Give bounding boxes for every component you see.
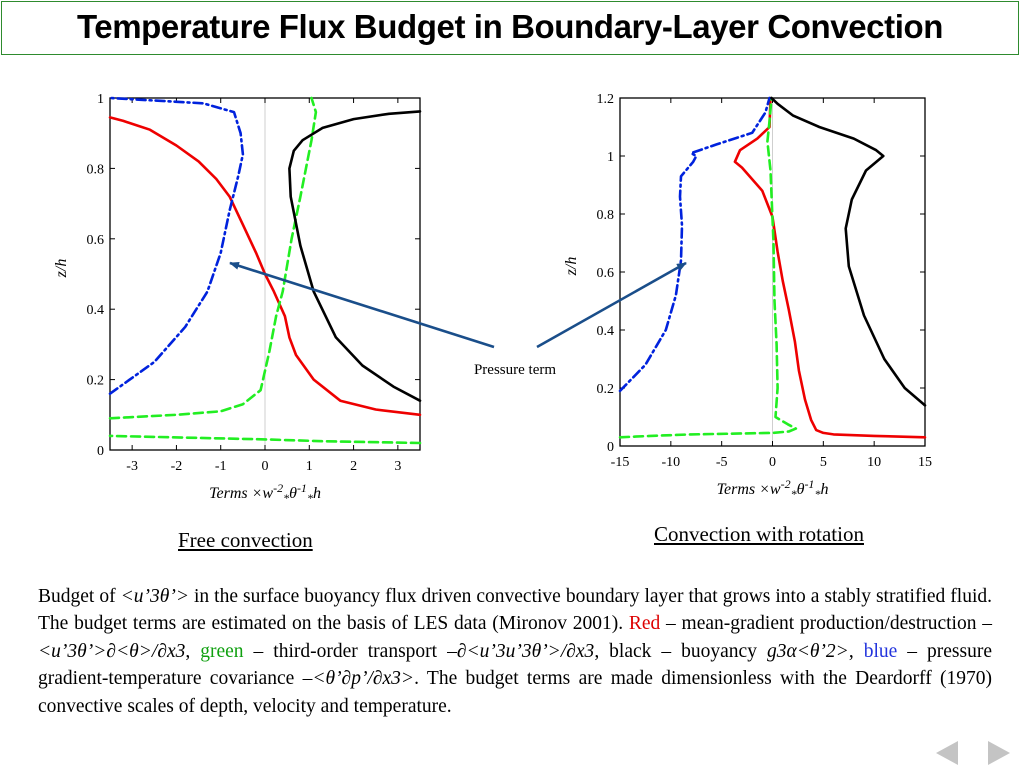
text-black-desc: , black – buoyancy <box>594 640 767 662</box>
x-tick-label: -2 <box>171 459 183 474</box>
x-tick-label: 0 <box>262 459 269 474</box>
text-red-desc: – mean-gradient production/destruction <box>660 613 983 635</box>
page-title: Temperature Flux Budget in Boundary-Laye… <box>76 8 944 45</box>
x-tick-label: 15 <box>918 455 932 470</box>
formula-green: –∂<u’3u’3θ’>/∂x3 <box>447 640 595 662</box>
description-paragraph: Budget of <u’3θ’> in the surface buoyanc… <box>38 583 992 720</box>
series-green-line <box>108 96 422 445</box>
pressure-arrows <box>229 261 687 349</box>
x-tick-label: -1 <box>215 459 227 474</box>
chart-convection-rotation: -15 -10 -5 0 5 10 15 0 0.2 0.4 0.6 0.8 1 1.2 z/h Terms … <box>563 92 932 501</box>
text-blue-desc: – pressure gradient-temperature covarian… <box>38 640 993 690</box>
text-main: in the surface buoyancy flux driven conv… <box>38 586 992 635</box>
series-red-line <box>733 96 927 439</box>
x-axis-label: Terms ×w-2*θ-1*h <box>717 477 829 501</box>
legend-red: Red <box>628 613 661 635</box>
x-tick-label: -15 <box>611 455 630 470</box>
text-tail: . The budget terms are made dimensionles… <box>38 668 992 717</box>
chart-free-convection: -3 -2 -1 0 1 2 3 0 0.2 0.4 0.6 0.8 1 z/h Terms ×w-2*θ-… <box>53 92 422 505</box>
series-green-line <box>618 96 798 439</box>
next-arrow-icon[interactable] <box>988 741 1010 765</box>
y-tick-label: 0.6 <box>87 233 105 248</box>
x-tick-label: 3 <box>394 459 401 474</box>
series-blue-line <box>108 96 245 395</box>
y-tick-label: 1.2 <box>597 92 615 107</box>
legend-blue: blue <box>863 640 898 662</box>
caption-free-convection: Free convection <box>178 528 313 552</box>
series-blue-line <box>618 96 771 393</box>
y-tick-label: 0.8 <box>87 162 105 177</box>
pressure-term-label: Pressure term <box>474 362 556 378</box>
x-tick-label: 0 <box>769 455 776 470</box>
formula-blue: –<θ’∂p’/∂x3> <box>302 668 415 690</box>
x-tick-label: 10 <box>867 455 881 470</box>
x-axis-label: Terms ×w-2*θ-1*h <box>209 481 321 505</box>
y-tick-label: 0.2 <box>597 382 615 397</box>
x-tick-label: -10 <box>661 455 680 470</box>
formula-flux: <u’3θ’> <box>120 586 189 607</box>
pressure-arrow-right <box>536 261 687 349</box>
text-comma-2: , <box>848 640 864 662</box>
y-tick-label: 0 <box>97 444 104 459</box>
y-tick-label: 0.4 <box>87 303 105 318</box>
x-tick-label: 5 <box>820 455 827 470</box>
series-black-line <box>770 96 927 407</box>
y-tick-label: 1 <box>97 92 104 107</box>
caption-convection-rotation: Convection with rotation <box>654 522 864 546</box>
y-tick-label: 1 <box>607 150 614 165</box>
x-tick-label: -5 <box>716 455 728 470</box>
series-black-line <box>288 110 422 402</box>
text-comma-1: , <box>185 640 201 662</box>
title-box: Temperature Flux Budget in Boundary-Laye… <box>1 1 1019 55</box>
y-tick-label: 0.8 <box>597 208 615 223</box>
y-tick-label: 0.4 <box>597 324 615 339</box>
series-red-line <box>108 116 422 417</box>
legend-green: green <box>200 640 244 662</box>
y-axis-label: z/h <box>53 259 70 279</box>
text-green-desc: – third-order transport <box>243 640 448 662</box>
y-axis-label: z/h <box>563 257 580 277</box>
y-tick-label: 0 <box>607 440 614 455</box>
x-tick-label: 2 <box>350 459 357 474</box>
formula-red: –<u’3θ’>∂<θ>/∂x3 <box>38 613 992 662</box>
y-tick-label: 0.6 <box>597 266 615 281</box>
prev-arrow-icon[interactable] <box>936 741 958 765</box>
text-budget-of: Budget of <box>38 586 121 607</box>
formula-black: g3α<θ’2> <box>766 640 849 662</box>
x-tick-label: -3 <box>126 459 138 474</box>
y-tick-label: 0.2 <box>87 374 105 389</box>
pressure-arrow-left <box>229 261 495 349</box>
x-tick-label: 1 <box>306 459 313 474</box>
